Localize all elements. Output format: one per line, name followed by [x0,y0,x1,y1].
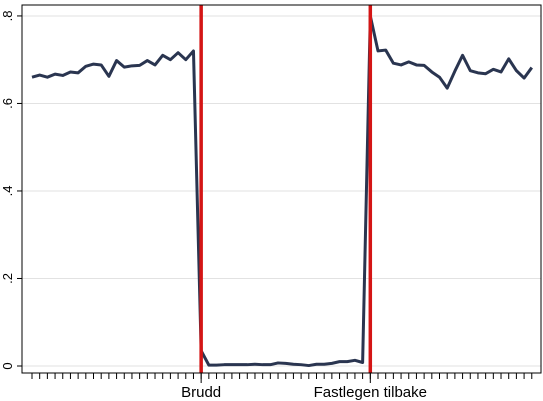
y-tick-label: .6 [0,98,15,109]
plot-frame [21,4,542,374]
x-tick-label: Brudd [181,384,221,401]
y-tick-label: .8 [0,11,15,22]
y-tick-label: 0 [0,362,15,369]
y-tick-label: .4 [0,186,15,197]
x-tick-label: Fastlegen tilbake [314,384,427,401]
y-tick-label: .2 [0,273,15,284]
series-line [31,14,533,368]
